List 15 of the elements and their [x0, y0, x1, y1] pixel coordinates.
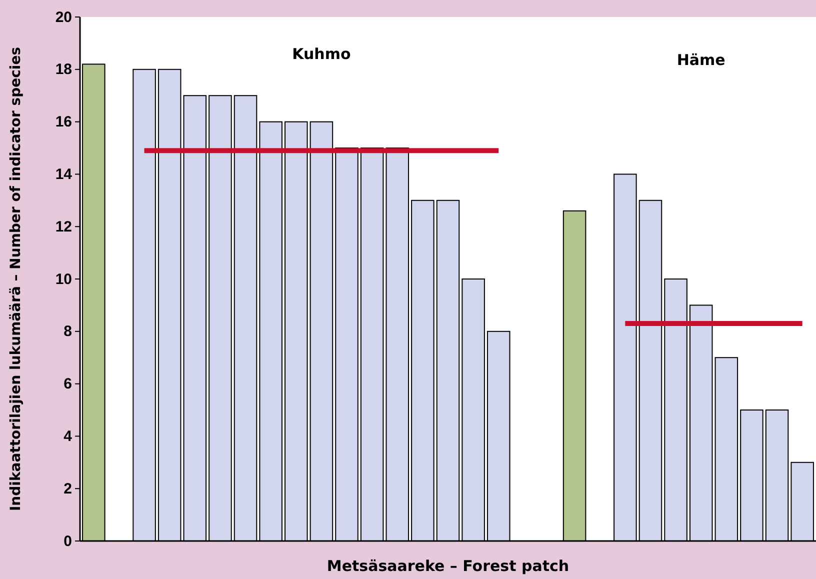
x-axis-title: Metsäsaareke – Forest patch	[326, 557, 570, 575]
y-tick-label: 18	[55, 61, 72, 78]
y-tick-label: 12	[55, 218, 72, 236]
y-tick-label: 4	[64, 428, 73, 445]
y-tick-label: 0	[64, 532, 72, 550]
y-tick-label: 16	[55, 114, 72, 131]
y-tick-label: 6	[64, 376, 72, 393]
y-tick-label: 20	[55, 8, 72, 26]
y-tick-label: 14	[55, 166, 73, 183]
y-tick-label: 8	[64, 323, 72, 340]
y-tick-label: 2	[64, 480, 72, 498]
annotation: Häme	[676, 51, 726, 69]
y-axis-title: Indikaattorilajien lukumäärä – Number of indicator species	[8, 46, 24, 512]
annotation: Kuhmo	[292, 45, 351, 63]
y-tick-label: 10	[55, 270, 72, 288]
